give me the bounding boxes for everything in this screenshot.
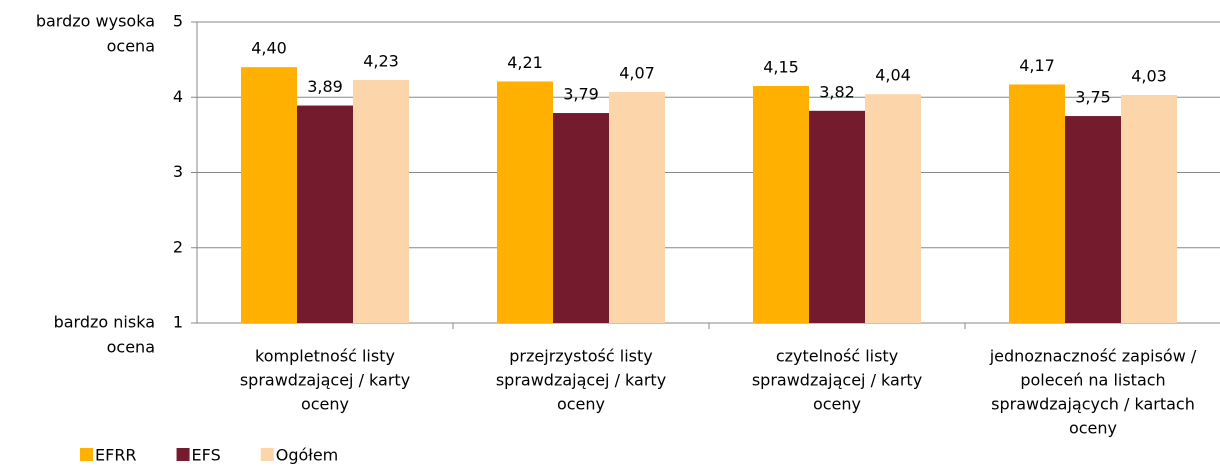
x-tick-label: oceny	[813, 395, 861, 414]
value-label: 4,40	[251, 39, 287, 58]
legend-label: Ogółem	[276, 446, 339, 465]
x-tick-label: sprawdzającej / karty	[240, 371, 410, 390]
legend-swatch	[176, 448, 190, 461]
x-tick-label: sprawdzającej / karty	[752, 371, 922, 390]
bar	[865, 94, 921, 324]
x-tick-label: oceny	[301, 395, 349, 414]
bar	[1065, 116, 1121, 323]
value-label: 3,89	[307, 77, 343, 96]
value-label: 4,03	[1131, 66, 1167, 85]
x-tick-label: przejrzystość listy	[509, 347, 652, 366]
value-label: 4,07	[619, 63, 655, 82]
legend-label: EFRR	[95, 446, 137, 465]
bar	[353, 79, 409, 323]
value-label: 3,82	[819, 82, 855, 101]
y-tick-label: 4	[173, 87, 183, 106]
axis-note: bardzo wysoka	[36, 12, 155, 31]
bar	[497, 81, 553, 323]
y-tick-label: 1	[173, 313, 183, 332]
x-tick-label: sprawdzającej / karty	[496, 371, 666, 390]
y-tick-label: 3	[173, 162, 183, 181]
axis-note: ocena	[107, 338, 155, 357]
value-label: 4,04	[875, 66, 911, 85]
value-label: 4,15	[763, 57, 799, 76]
x-tick-label: poleceń na listach	[1020, 371, 1165, 390]
value-label: 4,23	[363, 51, 399, 70]
y-tick-label: 5	[173, 12, 183, 31]
bar	[241, 67, 297, 324]
legend-swatch	[260, 448, 274, 461]
legend-label: EFS	[192, 446, 221, 465]
bar	[1121, 94, 1177, 324]
legend-swatch	[80, 448, 93, 461]
bar	[753, 85, 809, 324]
value-label: 3,75	[1075, 88, 1111, 107]
bar	[297, 105, 353, 323]
axis-note: ocena	[107, 37, 155, 56]
value-label: 3,79	[563, 85, 599, 104]
x-tick-label: sprawdzających / kartach	[991, 395, 1195, 414]
x-tick-label: czytelność listy	[776, 347, 898, 366]
bar	[553, 113, 609, 324]
value-label: 4,17	[1019, 56, 1055, 75]
x-tick-label: kompletność listy	[255, 347, 395, 366]
x-tick-label: jednoznaczność zapisów /	[989, 347, 1197, 366]
axis-note: bardzo niska	[54, 313, 155, 332]
bar	[809, 110, 865, 323]
bar	[609, 91, 665, 323]
x-tick-label: oceny	[557, 395, 605, 414]
y-tick-label: 2	[173, 237, 183, 256]
value-label: 4,21	[507, 53, 543, 72]
x-tick-label: oceny	[1069, 419, 1117, 438]
bar	[1009, 84, 1065, 324]
